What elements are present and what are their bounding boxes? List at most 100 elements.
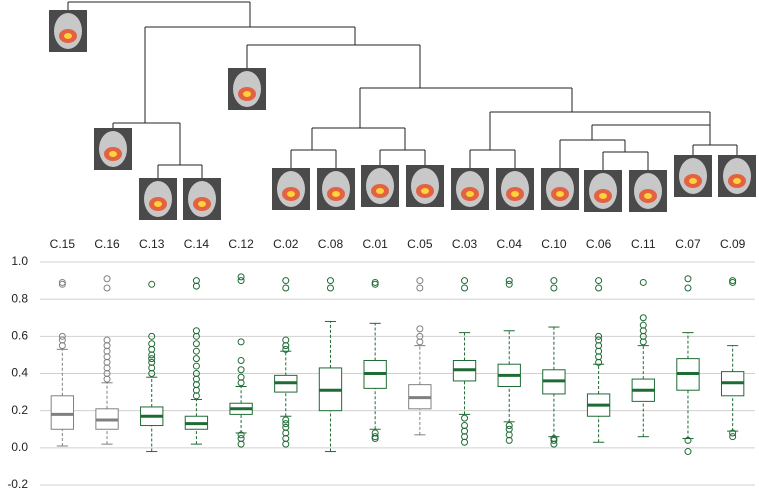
outlier: [505, 422, 513, 430]
outlier: [684, 284, 692, 292]
outlier: [237, 338, 245, 346]
box: [50, 395, 75, 430]
x-tick-label: C.04: [497, 237, 523, 251]
outlier: [684, 275, 692, 283]
outlier: [237, 273, 245, 281]
image-blob: [154, 201, 162, 207]
image-blob: [466, 191, 474, 197]
outlier: [505, 277, 513, 285]
x-tick-label: C.08: [318, 237, 344, 251]
outlier: [684, 448, 692, 456]
outlier: [192, 355, 200, 363]
outlier: [461, 284, 469, 292]
outlier: [237, 277, 245, 285]
image-blob: [198, 201, 206, 207]
outlier: [58, 278, 66, 286]
y-tick-label: 0.6: [11, 329, 28, 343]
x-tick-label: C.02: [273, 237, 299, 251]
outlier: [58, 336, 66, 344]
outlier: [282, 423, 290, 431]
outlier: [416, 284, 424, 292]
image-blob: [64, 33, 72, 39]
component-images: [49, 10, 756, 220]
outlier: [237, 356, 245, 364]
outlier: [729, 429, 737, 437]
outlier: [729, 278, 737, 286]
outlier: [595, 284, 603, 292]
image-blob: [599, 193, 607, 199]
outlier: [282, 336, 290, 344]
outlier: [729, 277, 737, 285]
outlier: [192, 327, 200, 335]
x-tick-label: C.05: [407, 237, 433, 251]
image-blob: [109, 151, 117, 157]
x-tick-label: C.10: [541, 237, 567, 251]
image-blob: [421, 188, 429, 194]
outlier: [639, 321, 647, 329]
x-tick-label: C.09: [720, 237, 746, 251]
outlier: [595, 332, 603, 340]
x-tick-label: C.16: [94, 237, 120, 251]
image-blob: [287, 191, 295, 197]
outlier: [192, 340, 200, 348]
outlier: [103, 284, 111, 292]
x-tick-label: C.11: [631, 237, 656, 251]
outlier: [550, 436, 558, 444]
x-tick-label: C.03: [452, 237, 478, 251]
y-tick-label: 0.0: [11, 440, 28, 454]
outlier: [148, 340, 156, 348]
image-blob: [556, 191, 564, 197]
outlier: [58, 280, 66, 288]
outlier: [282, 345, 290, 353]
image-blob: [644, 193, 652, 199]
y-tick-label: 0.8: [11, 291, 28, 305]
outlier: [371, 433, 379, 441]
outlier: [192, 370, 200, 377]
dendrogram: [67, 1, 738, 178]
outlier: [148, 358, 156, 366]
outlier: [371, 429, 379, 437]
x-tick-label: C.01: [362, 237, 388, 251]
outlier: [461, 414, 469, 422]
outlier: [461, 277, 469, 285]
outlier: [148, 332, 156, 340]
outlier: [416, 277, 424, 285]
x-tick-label: C.06: [586, 237, 612, 251]
image-blob: [511, 191, 519, 197]
x-tick-label: C.12: [228, 237, 254, 251]
outlier: [103, 336, 111, 344]
outlier: [282, 284, 290, 292]
x-tick-label: C.07: [675, 237, 701, 251]
outlier: [282, 416, 290, 424]
outlier: [237, 373, 245, 381]
outlier: [684, 436, 692, 444]
outlier: [550, 277, 558, 285]
y-tick-label: 1.0: [11, 254, 28, 268]
outlier: [639, 314, 647, 322]
outlier: [371, 278, 379, 286]
x-tick-label: C.14: [184, 237, 210, 251]
outlier: [58, 332, 66, 340]
outlier: [505, 280, 513, 288]
outlier: [237, 431, 245, 439]
y-tick-label: 0.4: [11, 366, 28, 380]
image-blob: [733, 178, 741, 184]
outlier: [192, 277, 200, 285]
y-tick-label: 0.2: [11, 403, 28, 417]
x-tick-label: C.15: [50, 237, 76, 251]
outlier: [148, 280, 156, 288]
image-blob: [689, 178, 697, 184]
outlier: [639, 278, 647, 286]
image-blob: [376, 188, 384, 194]
image-blob: [332, 191, 340, 197]
outlier: [505, 425, 513, 433]
outlier: [237, 366, 245, 374]
outlier: [326, 284, 334, 292]
outlier: [461, 422, 469, 430]
outlier: [192, 347, 200, 355]
y-tick-label: -0.2: [7, 477, 28, 491]
outlier: [416, 332, 424, 340]
outlier: [148, 355, 156, 363]
outlier: [237, 435, 245, 443]
